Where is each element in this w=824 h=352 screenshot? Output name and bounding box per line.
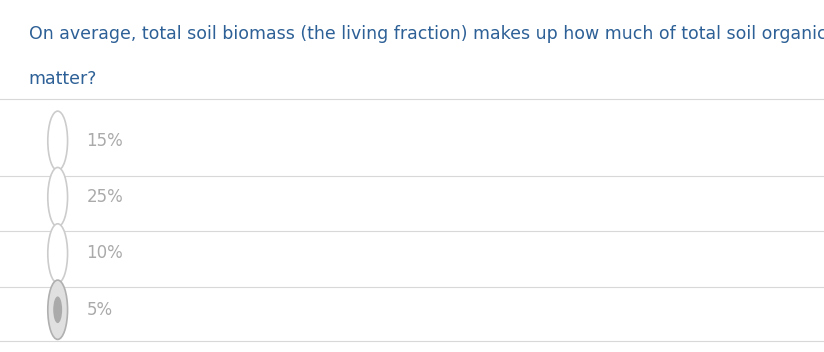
Text: 10%: 10%: [87, 244, 124, 263]
Ellipse shape: [48, 111, 68, 170]
Ellipse shape: [48, 280, 68, 339]
Text: 5%: 5%: [87, 301, 113, 319]
Text: matter?: matter?: [29, 70, 97, 88]
Ellipse shape: [48, 168, 68, 227]
Text: On average, total soil biomass (the living fraction) makes up how much of total : On average, total soil biomass (the livi…: [29, 25, 824, 43]
Ellipse shape: [48, 224, 68, 283]
Text: 15%: 15%: [87, 132, 124, 150]
Text: 25%: 25%: [87, 188, 124, 206]
Ellipse shape: [54, 296, 62, 323]
